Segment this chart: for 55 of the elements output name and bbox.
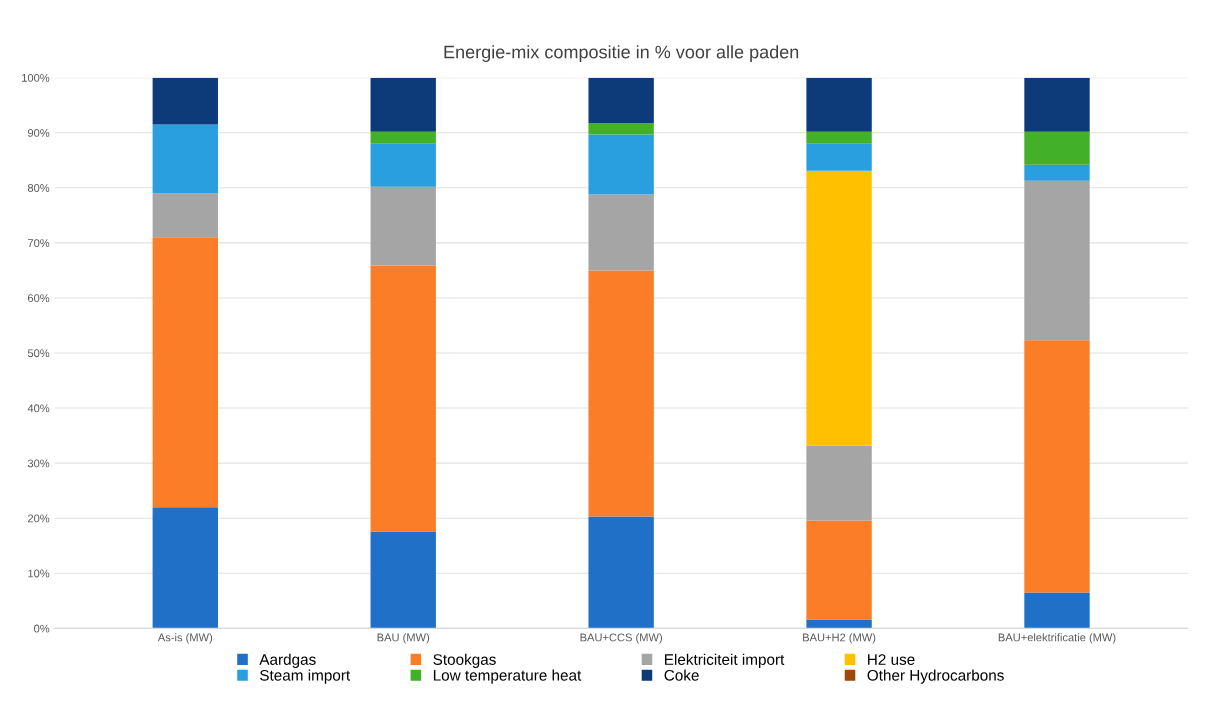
bar [806,170,872,446]
y-tick-label: 0% [34,624,50,633]
bar [806,445,872,521]
bar [1024,131,1090,165]
legend-label: Elektriciteit import [665,653,785,668]
bar [152,237,218,508]
x-tick-label: BAU+CCS (MW) [580,633,662,644]
bar [806,131,872,144]
bar [806,143,872,171]
bar [806,520,872,620]
legend-label: Steam import [260,669,351,684]
bar [152,124,218,194]
legend-label: Coke [664,669,699,681]
y-tick-label: 10% [28,569,50,578]
bar [1024,180,1090,341]
bar [588,123,654,135]
bar [588,516,654,629]
legend-label: H2 use [868,654,915,665]
y-tick-label: 60% [28,294,50,303]
x-tick-label: As-is (MW) [157,633,213,644]
y-tick-label: 80% [27,184,50,192]
y-tick-label: 90% [27,129,50,137]
bar [588,194,654,271]
bar [1024,164,1090,181]
bar [1024,340,1090,593]
bar [152,193,218,238]
bar [806,77,872,132]
bar [806,619,872,629]
y-tick-label: 70% [28,239,50,247]
x-tick-label: BAU (MW) [377,633,430,644]
bar [588,270,654,517]
bar [1024,77,1090,132]
bar [152,77,218,125]
bar [370,143,436,187]
bar [370,531,436,629]
bar [370,77,436,132]
y-tick-label: 20% [28,514,50,523]
y-tick-label: 40% [27,404,50,413]
bar [588,134,654,195]
legend-label: Stookgas [433,653,496,668]
legend-label: Aardgas [259,653,316,668]
y-tick-label: 50% [27,349,50,358]
bar [370,131,436,144]
chart-title: Energie-mix compositie in % voor alle paden [444,45,799,62]
bar [152,507,218,629]
legend-label: Low temperature heat [433,669,582,684]
x-tick-label: BAU+H2 (MW) [803,633,876,644]
bar [1024,592,1090,629]
y-tick-label: 30% [27,459,50,468]
y-tick-label: 100% [22,73,50,82]
bar [370,265,436,532]
x-tick-label: BAU+elektrificatie (MW) [998,633,1116,644]
bar [588,77,654,124]
legend-label: Other Hydrocarbons [867,669,1004,684]
bar [370,186,436,266]
